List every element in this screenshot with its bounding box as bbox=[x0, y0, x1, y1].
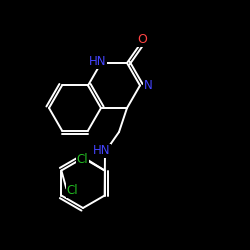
Text: Cl: Cl bbox=[77, 153, 88, 166]
Text: N: N bbox=[144, 79, 152, 92]
Text: HN: HN bbox=[89, 56, 107, 68]
Text: Cl: Cl bbox=[66, 184, 78, 197]
Text: O: O bbox=[137, 34, 147, 46]
Text: HN: HN bbox=[93, 144, 111, 158]
